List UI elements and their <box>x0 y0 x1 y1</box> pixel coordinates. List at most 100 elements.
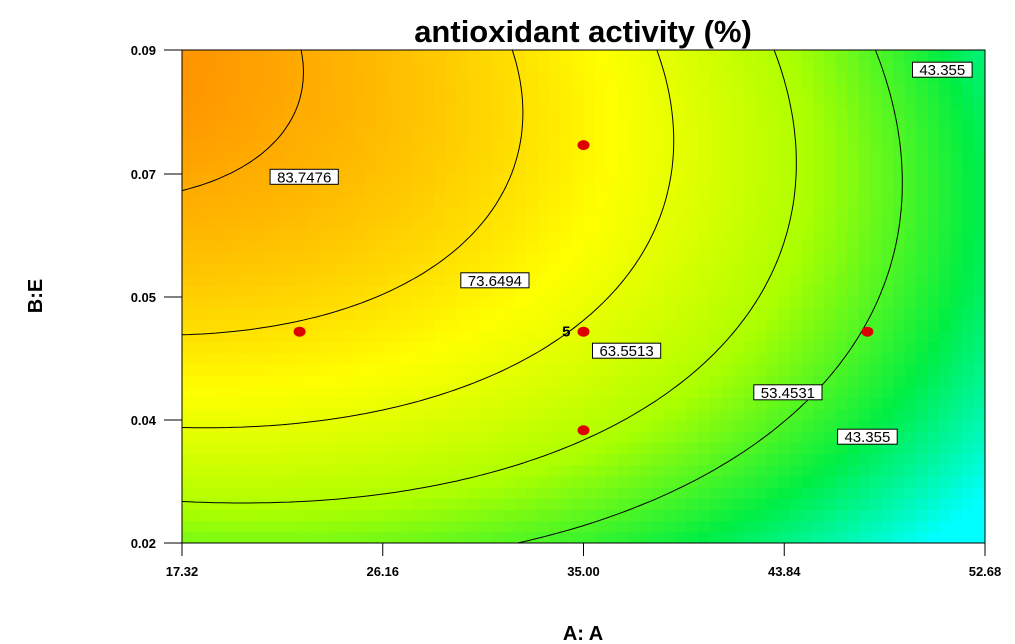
heatmap-cell <box>640 274 653 286</box>
heatmap-cell <box>973 206 985 219</box>
heatmap-cell <box>767 520 780 533</box>
heatmap-cell <box>399 139 413 152</box>
heatmap-cell <box>801 509 814 522</box>
heatmap-cell <box>640 453 653 466</box>
heatmap-cell <box>939 386 952 398</box>
heatmap-cell <box>549 397 562 410</box>
heatmap-cell <box>273 374 286 387</box>
heatmap-cell <box>526 374 539 387</box>
heatmap-cell <box>824 195 837 208</box>
heatmap-cell <box>789 307 803 320</box>
heatmap-cell <box>709 430 722 443</box>
heatmap-cell <box>388 318 401 331</box>
heatmap-cell <box>881 274 894 286</box>
heatmap-cell <box>537 352 550 365</box>
heatmap-cell <box>973 352 985 365</box>
heatmap-cell <box>904 274 917 286</box>
heatmap-cell <box>537 307 550 320</box>
heatmap-cell <box>273 430 286 443</box>
heatmap-cell <box>675 173 688 186</box>
heatmap-cell <box>239 50 252 62</box>
heatmap-cell <box>273 363 286 376</box>
heatmap-cell <box>973 520 985 533</box>
heatmap-cell <box>572 195 585 208</box>
heatmap-cell <box>296 386 309 398</box>
heatmap-cell <box>514 150 527 163</box>
heatmap-cell <box>537 498 550 510</box>
heatmap-cell <box>893 173 906 186</box>
heatmap-cell <box>239 352 252 365</box>
heatmap-cell <box>870 341 883 354</box>
heatmap-cell <box>744 262 757 275</box>
heatmap-cell <box>342 453 355 466</box>
heatmap-cell <box>789 475 803 488</box>
heatmap-cell <box>457 184 470 197</box>
heatmap-cell <box>239 72 252 85</box>
heatmap-cell <box>537 184 550 197</box>
heatmap-cell <box>285 442 298 454</box>
heatmap-cell <box>629 307 642 320</box>
heatmap-cell <box>331 520 344 533</box>
heatmap-cell <box>767 363 780 376</box>
heatmap-cell <box>858 386 871 398</box>
heatmap-cell <box>778 274 791 286</box>
heatmap-cell <box>732 363 745 376</box>
heatmap-cell <box>698 430 711 443</box>
heatmap-cell <box>514 117 527 130</box>
heatmap-cell <box>801 128 814 141</box>
heatmap-cell <box>767 408 780 421</box>
heatmap-cell <box>927 330 940 342</box>
heatmap-cell <box>526 150 539 163</box>
heatmap-cell <box>732 330 745 342</box>
heatmap-cell <box>835 363 848 376</box>
heatmap-cell <box>698 408 711 421</box>
heatmap-cell <box>801 419 814 432</box>
heatmap-cell <box>778 498 791 510</box>
heatmap-cell <box>858 251 871 264</box>
contour-label-box <box>460 272 530 289</box>
heatmap-cell <box>296 83 309 96</box>
heatmap-cell <box>904 363 917 376</box>
heatmap-cell <box>468 397 481 410</box>
heatmap-cell <box>182 285 195 298</box>
heatmap-cell <box>216 341 229 354</box>
heatmap-cell <box>434 285 447 298</box>
heatmap-cell <box>377 83 390 96</box>
heatmap-cell <box>526 285 539 298</box>
heatmap-cell <box>388 218 401 230</box>
heatmap-cell <box>445 173 458 186</box>
heatmap-cell <box>744 442 757 454</box>
heatmap-cell <box>606 442 619 454</box>
heatmap-cell <box>514 262 527 275</box>
heatmap-cell <box>193 83 206 96</box>
heatmap-cell <box>663 195 676 208</box>
heatmap-cell <box>973 363 985 376</box>
heatmap-cell <box>193 341 206 354</box>
heatmap-cell <box>250 285 263 298</box>
heatmap-cell <box>939 296 952 309</box>
heatmap-cell <box>824 296 837 309</box>
heatmap-cell <box>411 128 424 141</box>
heatmap-cell <box>285 307 298 320</box>
heatmap-cell <box>870 318 883 331</box>
heatmap-cell <box>503 218 516 230</box>
heatmap-cell <box>377 408 390 421</box>
heatmap-cell <box>870 397 883 410</box>
heatmap-cell <box>285 498 298 510</box>
heatmap-cell <box>285 94 298 107</box>
heatmap-cell <box>182 408 195 421</box>
heatmap-cell <box>962 251 975 264</box>
heatmap-cell <box>308 330 321 342</box>
heatmap-cell <box>835 83 848 96</box>
heatmap-cell <box>204 330 218 342</box>
heatmap-cell <box>939 408 952 421</box>
x-axis-label: A: A <box>563 623 603 644</box>
heatmap-cell <box>250 262 263 275</box>
heatmap-cell <box>273 106 286 118</box>
heatmap-cell <box>365 139 378 152</box>
heatmap-cell <box>698 83 711 96</box>
heatmap-cell <box>399 486 413 499</box>
heatmap-cell <box>801 117 814 130</box>
heatmap-cell <box>721 285 734 298</box>
heatmap-cell <box>434 218 447 230</box>
